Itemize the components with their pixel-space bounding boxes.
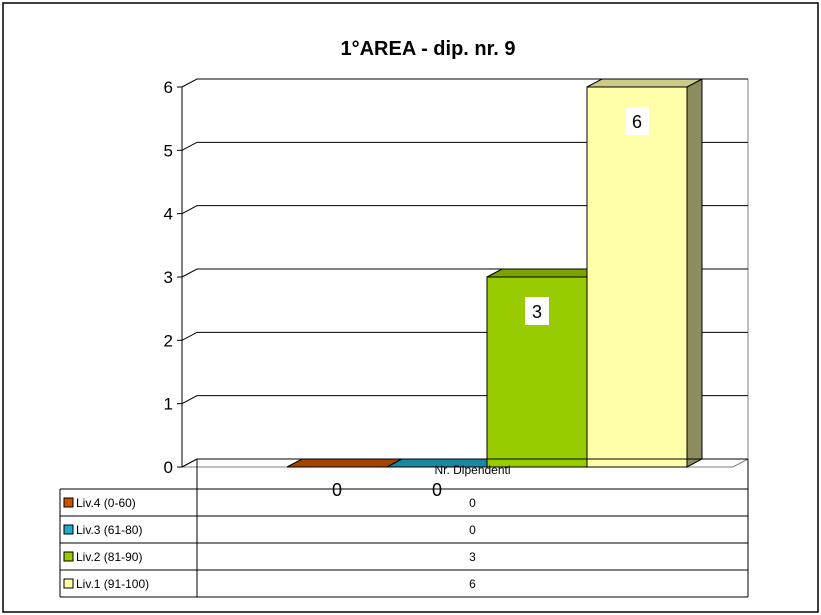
table-row: Liv.3 (61-80) 0 [60, 523, 748, 544]
bar-3: 3 [486, 268, 603, 468]
data-label: 0 [332, 480, 342, 500]
legend-label: Liv.1 (91-100) [76, 577, 149, 591]
gridline [181, 205, 748, 215]
bar-top [286, 458, 403, 468]
data-label-bg [625, 107, 649, 135]
bar-front [586, 86, 688, 468]
y-tick-label: 3 [164, 268, 173, 287]
bar-top [486, 268, 603, 278]
table-value: 6 [469, 577, 476, 591]
legend-label: Liv.3 (61-80) [76, 523, 142, 537]
gridline [181, 141, 748, 151]
plot-area: 0 1 2 3 4 5 6 0 0 3 6 [164, 78, 749, 500]
legend-label: Liv.4 (0-60) [76, 496, 136, 510]
table-value: 0 [469, 523, 476, 537]
bar-side [686, 78, 703, 468]
table-row: Liv.2 (81-90) 3 [60, 550, 748, 571]
y-tick-label: 5 [164, 141, 173, 160]
y-tick-label: 6 [164, 78, 173, 97]
table-value: 3 [469, 550, 476, 564]
table-value: 0 [469, 496, 476, 510]
y-tick-label: 0 [164, 458, 173, 477]
y-tick-label: 4 [164, 205, 173, 224]
legend-swatch [63, 524, 74, 535]
legend-swatch [63, 551, 74, 562]
legend-swatch [63, 578, 74, 589]
data-label: 3 [532, 302, 542, 322]
data-label: 6 [632, 112, 642, 132]
table-row: Liv.1 (91-100) 6 [60, 577, 748, 598]
gridline [181, 78, 748, 88]
bar-4: 6 [586, 78, 703, 468]
category-label: Nr. Dipendenti [434, 463, 510, 477]
data-label-bg [525, 297, 549, 325]
y-tick-label: 2 [164, 331, 173, 350]
legend-label: Liv.2 (81-90) [76, 550, 142, 564]
y-tick-label: 1 [164, 395, 173, 414]
legend-swatch [63, 497, 74, 508]
chart-title: 1°AREA - dip. nr. 9 [340, 38, 515, 60]
table-row: Liv.4 (0-60) 0 [60, 496, 748, 517]
bar-top [586, 78, 703, 88]
data-label: 0 [432, 480, 442, 500]
